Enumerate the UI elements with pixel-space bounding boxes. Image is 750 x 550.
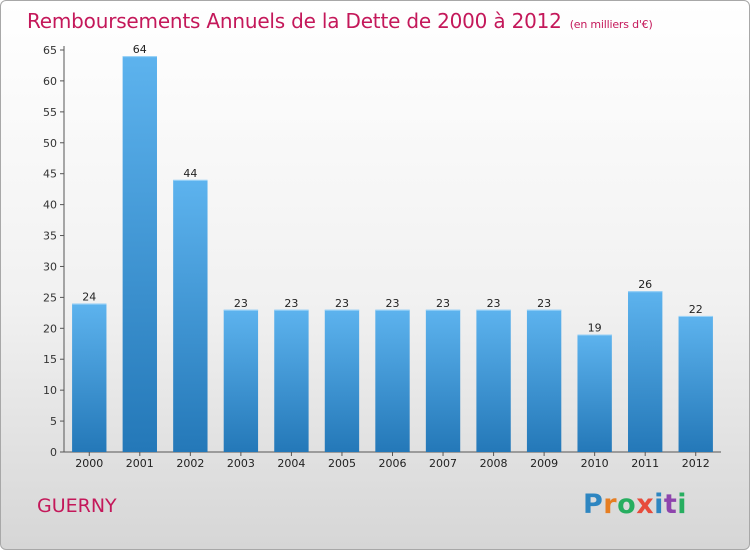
data-label: 23: [487, 297, 501, 310]
proxiti-logo: Proxiti: [583, 489, 687, 520]
x-tick-label: 2005: [328, 457, 356, 470]
y-tick-label: 50: [43, 137, 57, 150]
bar: [173, 179, 208, 452]
data-label: 64: [133, 43, 147, 56]
data-label: 24: [82, 291, 96, 304]
data-label: 23: [386, 297, 400, 310]
x-tick-label: 2001: [126, 457, 154, 470]
logo-letter: i: [654, 489, 664, 520]
bar: [324, 309, 360, 452]
title-text: Remboursements Annuels de la Dette de 20…: [27, 9, 562, 33]
y-tick-label: 15: [43, 353, 57, 366]
y-tick-label: 0: [50, 446, 57, 459]
y-tick-label: 20: [43, 322, 57, 335]
bar: [526, 309, 562, 452]
data-label: 23: [234, 297, 248, 310]
x-tick-label: 2000: [75, 457, 103, 470]
bar: [678, 315, 713, 452]
data-label: 44: [183, 167, 197, 180]
y-tick-label: 25: [43, 291, 57, 304]
y-tick-label: 55: [43, 106, 57, 119]
data-label: 19: [588, 321, 602, 334]
chart-bars: [72, 56, 713, 452]
x-tick-label: 2002: [176, 457, 204, 470]
logo-letter: x: [636, 489, 655, 520]
y-tick-label: 30: [43, 260, 57, 273]
logo-letter: t: [663, 489, 678, 520]
x-tick-label: 2011: [631, 457, 659, 470]
y-tick-label: 10: [43, 384, 57, 397]
x-tick-label: 2007: [429, 457, 457, 470]
y-tick-label: 65: [43, 44, 57, 57]
data-label: 22: [689, 303, 703, 316]
bar: [223, 309, 259, 452]
bar: [72, 303, 107, 452]
bar: [375, 309, 410, 452]
bar: [577, 334, 612, 452]
bar: [476, 309, 511, 452]
logo-letter: P: [583, 489, 604, 520]
logo-letter: i: [677, 489, 688, 520]
data-label: 23: [335, 297, 349, 310]
bar: [425, 309, 461, 452]
chart-axes: 0 5 10 15 20 25 30 35 40 45 50 55 60 65: [43, 44, 721, 459]
x-tick-label: 2008: [480, 457, 508, 470]
place-name: GUERNY: [37, 495, 117, 517]
x-tick-label: 2012: [682, 457, 710, 470]
x-tick-label: 2003: [227, 457, 255, 470]
chart-subtitle: (en milliers d'€): [569, 18, 653, 31]
bar: [628, 291, 663, 452]
data-label: 23: [284, 297, 298, 310]
data-label: 26: [638, 278, 652, 291]
bar: [274, 309, 309, 452]
chart-title: Remboursements Annuels de la Dette de 20…: [27, 9, 653, 33]
x-tick-label: 2004: [277, 457, 305, 470]
x-tick-label: 2009: [530, 457, 558, 470]
y-tick-label: 60: [43, 75, 57, 88]
x-tick-label: 2006: [379, 457, 407, 470]
data-label: 23: [436, 297, 450, 310]
data-label: 23: [537, 297, 551, 310]
y-tick-label: 5: [50, 415, 57, 428]
y-tick-label: 35: [43, 230, 57, 243]
chart-labels: 2000 24 2001 64 2002 44 2003 23 2004 23 2005 23 2006…: [75, 43, 709, 470]
logo-letter: o: [617, 489, 637, 520]
y-tick-label: 45: [43, 168, 57, 181]
logo-letter: r: [603, 489, 618, 520]
bar: [122, 56, 157, 452]
y-tick-label: 40: [43, 199, 57, 212]
x-tick-label: 2010: [581, 457, 609, 470]
